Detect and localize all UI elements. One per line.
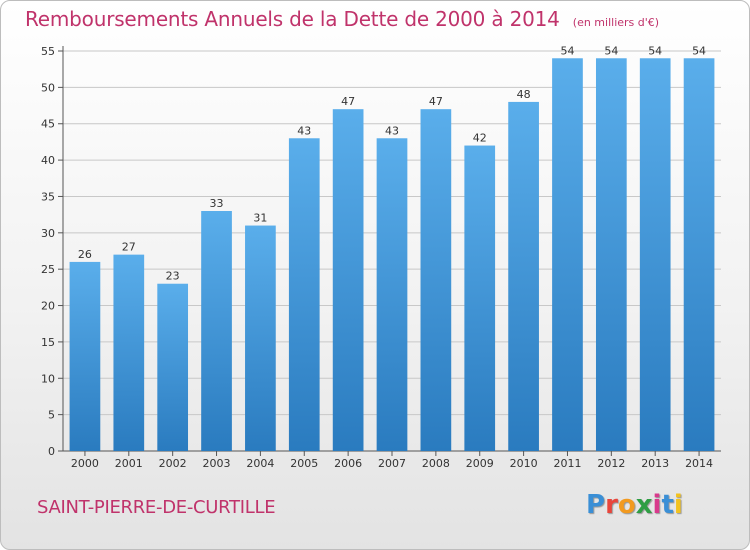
bar	[69, 261, 101, 451]
x-tick-label: 2010	[510, 457, 538, 470]
value-label: 54	[560, 44, 574, 57]
bar	[639, 58, 671, 451]
commune-name: SAINT-PIERRE-DE-CURTILLE	[37, 497, 276, 518]
x-tick-label: 2000	[71, 457, 99, 470]
bar	[683, 58, 715, 451]
value-label: 43	[297, 124, 311, 137]
proxiti-logo: Proxiti	[586, 490, 683, 520]
x-tick-label: 2014	[685, 457, 713, 470]
chart-title: Remboursements Annuels de la Dette de 20…	[25, 7, 560, 31]
logo-letter: t	[661, 490, 674, 520]
y-tick-label: 25	[41, 263, 55, 276]
bar	[464, 145, 496, 451]
bar	[595, 58, 627, 451]
value-label: 54	[692, 44, 706, 57]
value-label: 23	[166, 270, 180, 283]
value-label: 33	[210, 197, 224, 210]
x-tick-label: 2001	[115, 457, 143, 470]
logo-letter: i	[673, 490, 683, 520]
bar	[113, 254, 145, 451]
y-tick-label: 15	[41, 336, 55, 349]
value-label: 43	[385, 124, 399, 137]
x-tick-label: 2012	[597, 457, 625, 470]
bar	[288, 138, 320, 452]
x-tick-label: 2013	[641, 457, 669, 470]
y-tick-label: 50	[41, 81, 55, 94]
y-tick-label: 55	[41, 45, 55, 58]
value-label: 54	[648, 44, 662, 57]
x-tick-label: 2004	[246, 457, 274, 470]
title-row: Remboursements Annuels de la Dette de 20…	[25, 7, 659, 31]
logo-letter: x	[635, 490, 653, 520]
bar	[201, 211, 232, 451]
bar	[376, 138, 408, 452]
value-label: 26	[78, 248, 92, 261]
logo-letter: P	[586, 490, 606, 520]
logo-letter: i	[652, 490, 662, 520]
x-tick-label: 2005	[290, 457, 318, 470]
x-tick-label: 2007	[378, 457, 406, 470]
bar	[245, 225, 276, 451]
x-tick-label: 2006	[334, 457, 362, 470]
x-tick-label: 2002	[159, 457, 187, 470]
value-label: 48	[517, 88, 531, 101]
chart-unit: (en milliers d'€)	[572, 16, 660, 29]
bar	[157, 283, 189, 451]
bar	[332, 109, 364, 451]
value-label: 47	[429, 95, 443, 108]
logo-letter: o	[617, 490, 636, 520]
value-label: 31	[253, 212, 267, 225]
y-tick-label: 40	[41, 154, 55, 167]
bar	[508, 101, 539, 451]
y-tick-label: 35	[41, 190, 55, 203]
logo-letter: r	[605, 490, 618, 520]
x-tick-label: 2009	[466, 457, 494, 470]
y-tick-label: 0	[48, 445, 55, 458]
value-label: 47	[341, 95, 355, 108]
y-tick-label: 10	[41, 372, 55, 385]
value-label: 27	[122, 241, 136, 254]
y-tick-label: 45	[41, 118, 55, 131]
x-tick-label: 2003	[203, 457, 231, 470]
y-tick-label: 5	[48, 409, 55, 422]
value-label: 54	[604, 44, 618, 57]
value-label: 42	[473, 132, 487, 145]
y-tick-label: 30	[41, 227, 55, 240]
y-tick-label: 20	[41, 300, 55, 313]
bar	[420, 109, 452, 451]
x-tick-label: 2011	[553, 457, 581, 470]
bar	[552, 58, 583, 451]
x-tick-label: 2008	[422, 457, 450, 470]
